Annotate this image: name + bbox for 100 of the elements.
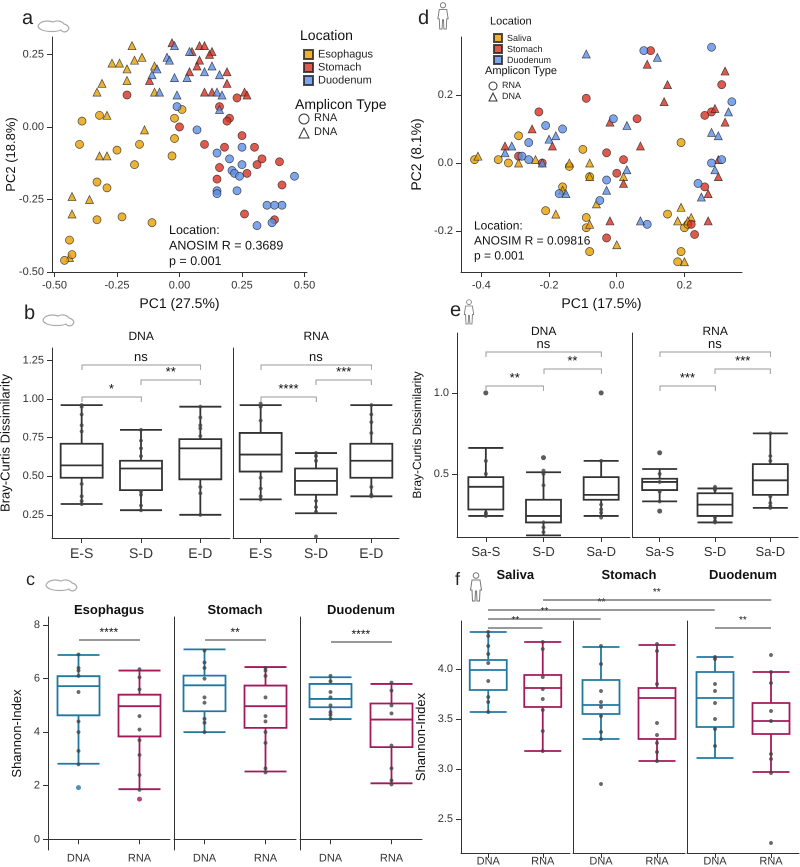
chart-title: Stomach xyxy=(208,602,262,617)
chart-title: Esophagus xyxy=(74,602,144,617)
legend-label: Duodenum xyxy=(318,74,372,86)
annotation: ** xyxy=(230,625,240,640)
y-axis-title: Shannon-Index xyxy=(8,688,24,778)
annotation: *** xyxy=(680,370,696,386)
annotation: ** xyxy=(739,615,747,626)
x-tick-label: RNA xyxy=(128,852,152,864)
y-tick-label: 0.50 xyxy=(22,470,44,482)
x-tick-label: DNA xyxy=(589,856,614,867)
y-tick-label: 2.5 xyxy=(438,813,453,825)
chart-title: Duodenum xyxy=(327,602,395,617)
annotation: DNA xyxy=(502,90,522,100)
chart-title: DNA xyxy=(531,324,556,338)
annotation: ** xyxy=(166,364,176,380)
annotation: **** xyxy=(278,381,299,396)
x-axis-title: PC1 (27.5%) xyxy=(139,294,220,311)
text: DNA xyxy=(314,126,338,138)
annotation: ** xyxy=(567,352,578,368)
text: a xyxy=(22,7,34,29)
chart-title: Saliva xyxy=(496,567,534,582)
x-axis-title: PC1 (17.5%) xyxy=(561,294,642,311)
x-tick-label: RNA xyxy=(254,852,278,864)
y-axis-title: PC2 (8.1%) xyxy=(408,118,424,191)
x-tick-label: -0.50 xyxy=(42,280,68,292)
y-tick-label: 0.00 xyxy=(22,120,44,133)
x-tick-label: DNA xyxy=(703,856,728,867)
x-tick-label: S-D xyxy=(704,544,726,559)
x-tick-label: E-D xyxy=(359,545,384,561)
x-tick-label: Sa-S xyxy=(645,544,674,559)
y-tick-label: 0.25 xyxy=(22,508,44,521)
x-tick-label: RNA xyxy=(531,856,556,867)
y-tick-label: 1.0 xyxy=(434,386,449,399)
annotation: * xyxy=(108,381,114,396)
y-tick-label: 4.0 xyxy=(438,663,453,675)
annotation: ns xyxy=(134,348,148,364)
annotation: **** xyxy=(352,627,370,642)
y-tick-label: 1.00 xyxy=(22,392,44,405)
annotation: **** xyxy=(100,625,118,640)
legend-label: Stomach xyxy=(507,44,543,54)
legend-title: Location xyxy=(490,16,532,28)
x-tick-label: E-S xyxy=(70,545,94,561)
annotation: Amplicon Type xyxy=(485,65,557,77)
x-tick-label: Sa-D xyxy=(756,544,786,559)
y-tick-label: 8 xyxy=(34,619,40,632)
y-axis-title: Bray-Curtis Dissimilarity xyxy=(410,371,424,499)
legend-label: Esophagus xyxy=(318,48,374,60)
y-tick-label: 6 xyxy=(34,672,40,685)
chart-title: RNA xyxy=(304,329,329,343)
x-tick-label: DNA xyxy=(192,852,217,864)
x-tick-label: 0.50 xyxy=(294,280,316,292)
y-axis-title: Bray-Curtis Dissimilarity xyxy=(0,374,13,512)
text: f xyxy=(455,569,460,589)
x-tick-label: DNA xyxy=(318,852,343,864)
y-tick-label: -0.50 xyxy=(18,266,44,278)
annotation: *** xyxy=(735,352,750,368)
legend-title: Location xyxy=(300,27,353,43)
y-axis-title: PC2 (18.8%) xyxy=(3,117,18,192)
legend-label: Saliva xyxy=(507,33,532,43)
x-tick-label: S-D xyxy=(532,544,555,559)
x-tick-label: S-D xyxy=(128,545,154,561)
text: d xyxy=(418,7,430,29)
y-tick-label: 0.5 xyxy=(434,468,449,480)
y-tick-label: 0.25 xyxy=(22,48,44,60)
x-tick-label: 0.25 xyxy=(231,280,253,292)
y-tick-label: -0.2 xyxy=(434,225,453,238)
text: b xyxy=(24,302,36,324)
x-tick-label: RNA xyxy=(759,856,784,867)
y-tick-label: 2 xyxy=(34,780,40,792)
y-tick-label: 0 xyxy=(34,833,40,846)
text: e xyxy=(450,299,462,321)
legend-label: Stomach xyxy=(318,62,362,74)
x-tick-label: -0.25 xyxy=(104,280,130,292)
x-tick-label: 0.0 xyxy=(609,280,624,292)
x-tick-label: E-S xyxy=(248,545,272,561)
x-tick-label: E-D xyxy=(188,545,212,561)
x-tick-label: 0.00 xyxy=(168,280,190,292)
chart-title: RNA xyxy=(702,324,728,338)
x-tick-label: RNA xyxy=(380,852,404,864)
y-tick-label: 1.25 xyxy=(22,354,44,366)
y-tick-label: -0.25 xyxy=(18,193,44,206)
x-tick-label: 0.2 xyxy=(676,280,692,292)
x-tick-label: DNA xyxy=(476,856,501,867)
y-axis-title: Shannon-Index xyxy=(412,692,428,782)
annotation: ns xyxy=(536,336,550,352)
chart-title: DNA xyxy=(128,329,154,343)
annotation: Location: ANOSIM R = 0.09816 p = 0.001 xyxy=(474,218,591,262)
y-tick-label: 3.5 xyxy=(438,713,453,725)
x-tick-label: -0.2 xyxy=(540,280,559,292)
chart-title: Duodenum xyxy=(709,567,777,582)
y-tick-label: 3.0 xyxy=(438,763,453,775)
annotation: ns xyxy=(708,336,722,352)
y-tick-label: 0.0 xyxy=(438,157,453,170)
text: RNA xyxy=(314,112,338,124)
chart-title: Stomach xyxy=(602,567,656,582)
y-tick-label: 0.75 xyxy=(22,432,44,444)
annotation: ns xyxy=(309,348,323,364)
y-tick-label: 4 xyxy=(34,726,40,738)
legend-label: Duodenum xyxy=(507,55,552,65)
x-tick-label: -0.4 xyxy=(472,280,491,292)
